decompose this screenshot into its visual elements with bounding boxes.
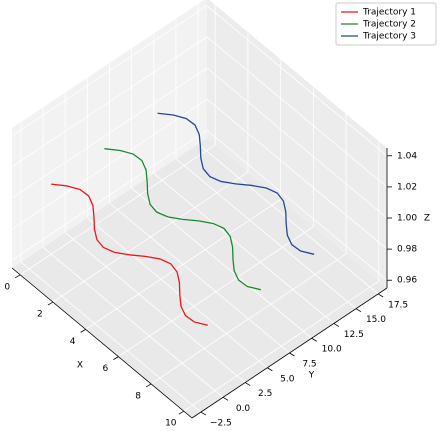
grid-line (153, 173, 335, 324)
legend-label: Trajectory 1 (362, 8, 416, 18)
grid-line (175, 158, 357, 309)
y-tick-label: 15.0 (366, 315, 386, 325)
x-tick-label: 2 (37, 310, 43, 320)
right-pane (207, 0, 387, 288)
trajectory-line (104, 148, 262, 291)
y-tick-label: 17.5 (388, 300, 408, 310)
grid-line (42, 247, 224, 398)
y-tick-label: 0.0 (236, 404, 251, 414)
y-tick-label: 12.5 (344, 330, 364, 340)
legend-box (335, 2, 437, 46)
grid-line (11, 36, 208, 168)
x-tick-label: 10 (165, 419, 177, 429)
z-tick-label: 0.98 (397, 245, 417, 255)
grid-line (20, 261, 202, 413)
x-tick (14, 274, 21, 279)
grid-line (197, 143, 379, 295)
grid-line (11, 129, 208, 261)
x-tick (178, 410, 185, 415)
y-tick (377, 293, 384, 298)
legend-label: Trajectory 2 (362, 20, 416, 30)
z-axis-title: Z (424, 214, 430, 224)
grid-line (64, 232, 246, 383)
y-tick-label: 10.0 (322, 345, 342, 355)
z-tick-label: 1.02 (397, 182, 417, 192)
y-tick (355, 308, 362, 313)
grid-line (206, 5, 388, 157)
y-tick (200, 411, 207, 416)
y-tick (289, 352, 295, 357)
y-tick (333, 323, 340, 327)
x-axis-title: X (77, 361, 83, 371)
y-tick-label: −2.5 (210, 419, 232, 429)
grid-line (206, 98, 388, 250)
plot-area: 0 2 4 6 8 10 −2.5 0.0 2.5 5.0 7.5 10.012.515.017.5 0… (4, 2, 437, 429)
panes (11, 0, 388, 418)
x-tick (80, 329, 86, 333)
grid-line (206, 67, 388, 219)
z-tick-label: 1.00 (397, 214, 417, 224)
z-tick-label: 1.04 (397, 151, 417, 161)
x-tick (47, 301, 54, 306)
trajectory-line (157, 112, 315, 255)
y-tick-label: 2.5 (258, 389, 272, 399)
x-tick-label: 6 (102, 364, 108, 374)
x-tick-label: 0 (4, 282, 10, 292)
y-tick (244, 382, 251, 386)
z-tick-label: 0.96 (397, 276, 417, 286)
grid-line (131, 187, 312, 339)
x-tick-label: 4 (70, 337, 76, 347)
x-tick (145, 383, 152, 388)
y-axis-title: Y (308, 371, 315, 381)
grid-line (206, 36, 388, 188)
y-tick-label: 7.5 (302, 360, 316, 370)
y-tick-label: 5.0 (280, 374, 295, 384)
grid-line (11, 5, 208, 137)
y-tick (267, 367, 273, 372)
x-axis-line (11, 267, 193, 419)
trajectory-line (51, 183, 208, 326)
grid-line (11, 67, 208, 199)
grid-line (206, 129, 388, 281)
y-tick (311, 337, 317, 342)
legend-label: Trajectory 3 (362, 32, 416, 42)
grid-line (109, 202, 290, 354)
y-tick (222, 396, 229, 401)
x-tick (113, 356, 119, 360)
grid-line (11, 98, 208, 230)
x-tick-label: 8 (135, 391, 141, 401)
grid-line (87, 217, 268, 369)
